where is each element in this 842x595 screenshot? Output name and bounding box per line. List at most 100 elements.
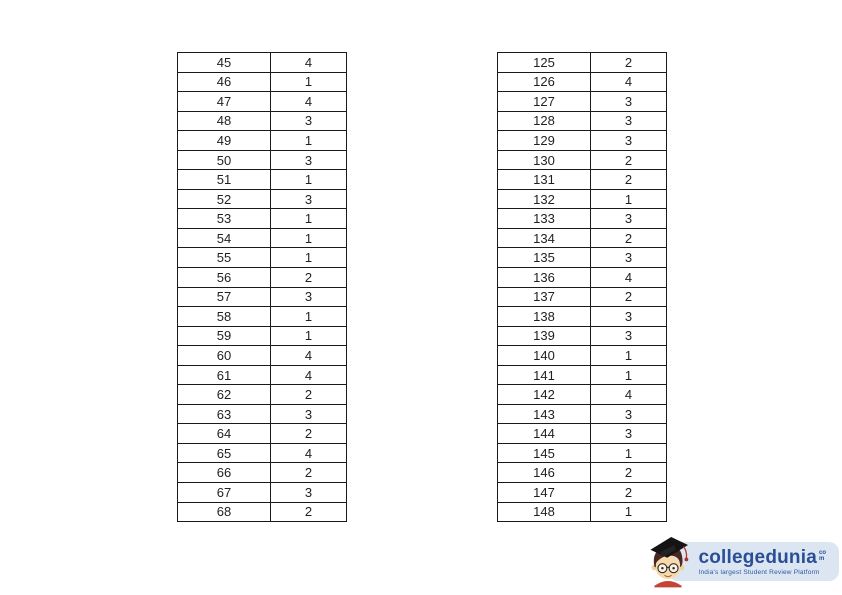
answer-cell: 3 bbox=[590, 91, 667, 112]
question-number-cell: 57 bbox=[177, 286, 271, 308]
answer-cell: 1 bbox=[590, 364, 667, 386]
table-row: 46 1 bbox=[177, 71, 347, 93]
question-number-cell: 131 bbox=[497, 169, 591, 190]
question-number-cell: 65 bbox=[177, 442, 271, 464]
question-number-cell: 51 bbox=[177, 169, 271, 190]
question-number-cell: 133 bbox=[497, 208, 591, 229]
table-row: 144 3 bbox=[497, 423, 667, 444]
question-number-cell: 46 bbox=[177, 71, 271, 93]
table-row: 129 3 bbox=[497, 130, 667, 151]
question-number-cell: 52 bbox=[177, 188, 271, 210]
question-number-cell: 60 bbox=[177, 345, 271, 366]
table-row: 48 3 bbox=[177, 110, 347, 132]
table-row: 140 1 bbox=[497, 345, 667, 366]
table-row: 54 1 bbox=[177, 227, 347, 249]
answer-cell: 3 bbox=[270, 110, 347, 132]
question-number-cell: 55 bbox=[177, 247, 271, 269]
table-row: 47 4 bbox=[177, 91, 347, 112]
question-number-cell: 147 bbox=[497, 482, 591, 503]
table-row: 147 2 bbox=[497, 482, 667, 503]
table-row: 60 4 bbox=[177, 345, 347, 366]
question-number-cell: 142 bbox=[497, 384, 591, 405]
answer-cell: 1 bbox=[590, 188, 667, 210]
table-row: 139 3 bbox=[497, 325, 667, 347]
answer-cell: 4 bbox=[590, 71, 667, 93]
answer-cell: 1 bbox=[590, 345, 667, 366]
table-row: 50 3 bbox=[177, 149, 347, 171]
answer-cell: 1 bbox=[270, 247, 347, 269]
question-number-cell: 148 bbox=[497, 501, 591, 523]
answer-cell: 2 bbox=[270, 267, 347, 288]
question-number-cell: 67 bbox=[177, 482, 271, 503]
answer-cell: 2 bbox=[270, 501, 347, 523]
answer-cell: 2 bbox=[590, 227, 667, 249]
table-row: 141 1 bbox=[497, 364, 667, 386]
answer-cell: 1 bbox=[270, 325, 347, 347]
logo-badge: collegedunia com India's largest Student… bbox=[668, 541, 839, 581]
answer-cell: 2 bbox=[270, 384, 347, 405]
table-row: 66 2 bbox=[177, 462, 347, 484]
answer-cell: 4 bbox=[270, 345, 347, 366]
logo-brand-text: collegedunia bbox=[698, 546, 817, 568]
question-number-cell: 127 bbox=[497, 91, 591, 112]
question-number-cell: 61 bbox=[177, 364, 271, 386]
table-row: 53 1 bbox=[177, 208, 347, 229]
table-row: 63 3 bbox=[177, 403, 347, 425]
question-number-cell: 126 bbox=[497, 71, 591, 93]
table-row: 45 4 bbox=[177, 52, 347, 73]
answer-cell: 3 bbox=[590, 208, 667, 229]
question-number-cell: 140 bbox=[497, 345, 591, 366]
answer-cell: 3 bbox=[590, 403, 667, 425]
question-number-cell: 47 bbox=[177, 91, 271, 112]
answer-key-table-right: 125 2 126 4 127 3 128 3 129 3 130 2 131 2 132 1 133 3 134 2… bbox=[497, 52, 667, 523]
answer-cell: 3 bbox=[590, 110, 667, 132]
table-row: 146 2 bbox=[497, 462, 667, 484]
question-number-cell: 58 bbox=[177, 306, 271, 327]
answer-cell: 4 bbox=[590, 384, 667, 405]
question-number-cell: 139 bbox=[497, 325, 591, 347]
table-row: 49 1 bbox=[177, 130, 347, 151]
table-row: 134 2 bbox=[497, 227, 667, 249]
table-row: 130 2 bbox=[497, 149, 667, 171]
table-row: 61 4 bbox=[177, 364, 347, 386]
question-number-cell: 64 bbox=[177, 423, 271, 444]
answer-cell: 2 bbox=[590, 462, 667, 484]
answer-cell: 3 bbox=[590, 306, 667, 327]
question-number-cell: 66 bbox=[177, 462, 271, 484]
table-row: 135 3 bbox=[497, 247, 667, 269]
answer-cell: 1 bbox=[270, 71, 347, 93]
question-number-cell: 143 bbox=[497, 403, 591, 425]
question-number-cell: 145 bbox=[497, 442, 591, 464]
question-number-cell: 45 bbox=[177, 52, 271, 73]
answer-cell: 2 bbox=[270, 462, 347, 484]
answer-cell: 4 bbox=[270, 91, 347, 112]
answer-cell: 1 bbox=[270, 169, 347, 190]
question-number-cell: 132 bbox=[497, 188, 591, 210]
question-number-cell: 138 bbox=[497, 306, 591, 327]
table-row: 64 2 bbox=[177, 423, 347, 444]
table-row: 132 1 bbox=[497, 188, 667, 210]
question-number-cell: 146 bbox=[497, 462, 591, 484]
question-number-cell: 144 bbox=[497, 423, 591, 444]
table-row: 57 3 bbox=[177, 286, 347, 308]
answer-cell: 3 bbox=[270, 188, 347, 210]
table-row: 51 1 bbox=[177, 169, 347, 190]
question-number-cell: 141 bbox=[497, 364, 591, 386]
answer-cell: 3 bbox=[270, 286, 347, 308]
answer-cell: 4 bbox=[270, 442, 347, 464]
question-number-cell: 63 bbox=[177, 403, 271, 425]
question-number-cell: 135 bbox=[497, 247, 591, 269]
answer-cell: 4 bbox=[590, 267, 667, 288]
answer-cell: 3 bbox=[590, 325, 667, 347]
logo-brand-suffix: com bbox=[819, 549, 827, 562]
answer-cell: 3 bbox=[270, 149, 347, 171]
table-row: 143 3 bbox=[497, 403, 667, 425]
table-row: 67 3 bbox=[177, 482, 347, 503]
table-row: 52 3 bbox=[177, 188, 347, 210]
table-row: 145 1 bbox=[497, 442, 667, 464]
answer-cell: 1 bbox=[270, 208, 347, 229]
table-row: 128 3 bbox=[497, 110, 667, 132]
question-number-cell: 125 bbox=[497, 52, 591, 73]
answer-cell: 2 bbox=[590, 149, 667, 171]
